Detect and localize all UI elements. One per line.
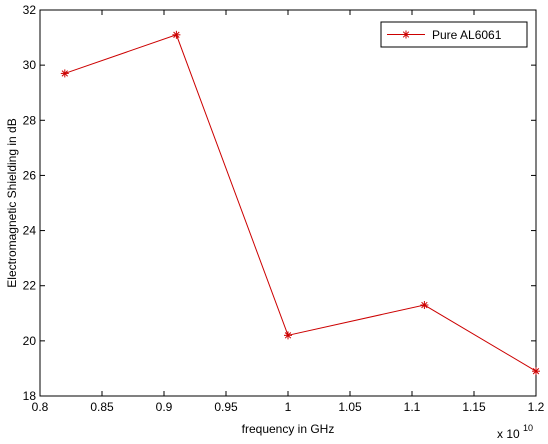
y-tick-label: 26 [23, 168, 37, 182]
x-tick-label: 1 [285, 400, 292, 414]
data-point-marker [60, 69, 69, 78]
x-axis-label: frequency in GHz [242, 422, 335, 436]
x-tick-label: 0.85 [90, 400, 114, 414]
x-axis-ticks: 0.8 0.85 0.9 0.95 1 1.05 1.1 1.15 1.2 [32, 10, 545, 414]
data-point-marker [172, 30, 181, 39]
data-point-marker [284, 331, 292, 340]
series-layer [60, 30, 540, 376]
x-tick-label: 0.95 [214, 400, 238, 414]
x-multiplier-exponent: 10 [523, 423, 533, 433]
y-axis-ticks: 18 20 22 24 26 28 30 32 [23, 3, 536, 403]
x-axis-multiplier: x 10 10 [497, 423, 533, 441]
y-tick-label: 20 [23, 334, 37, 348]
data-point-marker [420, 301, 429, 310]
x-tick-label: 1.2 [528, 400, 545, 414]
x-tick-label: 1.15 [462, 400, 486, 414]
x-tick-label: 0.8 [32, 400, 49, 414]
legend: Pure AL6061 [380, 21, 528, 48]
y-tick-label: 30 [23, 58, 37, 72]
legend-asterisk [402, 30, 410, 39]
y-tick-label: 22 [23, 279, 37, 293]
data-point-marker [532, 367, 540, 376]
y-tick-label: 28 [23, 113, 37, 127]
y-tick-label: 32 [23, 3, 37, 17]
y-tick-label: 24 [23, 224, 37, 238]
x-multiplier-base: x 10 [497, 427, 520, 441]
x-tick-label: 0.9 [156, 400, 173, 414]
legend-marker-icon [402, 30, 410, 39]
x-tick-label: 1.1 [404, 400, 421, 414]
y-axis-label: Electromagnetic Shielding in dB [5, 118, 19, 287]
y-tick-label: 18 [23, 389, 37, 403]
x-tick-label: 1.05 [338, 400, 362, 414]
legend-series-label: Pure AL6061 [432, 28, 502, 42]
